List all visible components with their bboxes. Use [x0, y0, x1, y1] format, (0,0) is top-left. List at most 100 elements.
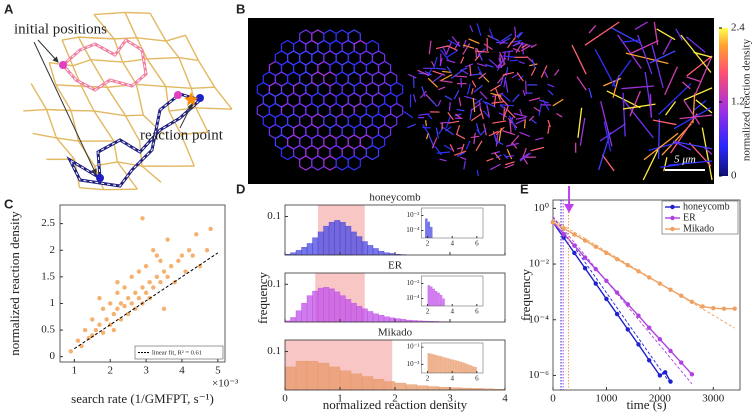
- panel-letter: C: [4, 196, 14, 211]
- er-edge: [543, 69, 549, 79]
- er-edge: [493, 95, 497, 107]
- y-tick-label: 0.1: [267, 345, 281, 357]
- network-edge: [78, 36, 115, 40]
- series-marker: [561, 226, 566, 231]
- er-edge: [421, 86, 426, 97]
- x-tick-label: 4: [502, 393, 508, 405]
- hist-bar: [383, 316, 390, 323]
- series-marker: [657, 373, 663, 378]
- mikado-filament: [670, 113, 698, 154]
- inset-x-tick-label: 4: [450, 375, 454, 383]
- lattice-cell: [384, 113, 398, 129]
- mikado-filament: [693, 99, 707, 111]
- inset-bar: [471, 366, 475, 373]
- hist-bar: [350, 231, 357, 256]
- mikado-filament: [685, 36, 706, 53]
- series-marker: [614, 290, 620, 295]
- y-tick-label: 0.5: [41, 324, 55, 336]
- er-edge: [528, 97, 541, 102]
- inset-bar: [464, 363, 467, 373]
- er-edge: [519, 108, 523, 116]
- hist-bar: [339, 222, 346, 256]
- er-edge: [407, 123, 416, 129]
- er-edge: [412, 94, 417, 103]
- er-edge: [453, 89, 460, 100]
- panel-letter: D: [236, 181, 245, 196]
- arrow-head: [564, 204, 575, 213]
- er-edge: [456, 151, 466, 157]
- mikado-filament: [649, 50, 676, 64]
- er-edge: [488, 59, 500, 69]
- er-edge: [490, 150, 501, 155]
- colorbar: [719, 28, 728, 176]
- er-edge: [517, 31, 524, 39]
- er-edge: [470, 135, 480, 139]
- er-edge: [502, 130, 516, 136]
- colorbar-label: normalized reaction density: [741, 38, 753, 161]
- mikado-filament: [682, 81, 691, 90]
- er-edge: [455, 133, 466, 140]
- hist-bar: [317, 287, 324, 323]
- er-edge: [496, 59, 504, 71]
- inset-bar: [430, 286, 433, 306]
- point: [108, 301, 113, 306]
- inset-bar: [432, 354, 435, 373]
- point: [115, 306, 120, 311]
- network-edge: [70, 110, 80, 142]
- network-edge: [136, 37, 167, 42]
- er-edge: [482, 110, 491, 119]
- network-edge: [106, 86, 127, 117]
- er-edge: [439, 58, 443, 66]
- network-edge: [46, 108, 72, 112]
- er-edge: [469, 64, 472, 76]
- er-edge: [509, 59, 519, 62]
- er-edge: [429, 98, 438, 108]
- fit-line: [552, 216, 671, 385]
- mikado-filament: [576, 76, 587, 91]
- mikado-filament: [668, 160, 713, 166]
- fit-line: [74, 252, 219, 350]
- y-tick-label: 0.1: [267, 278, 281, 290]
- er-edge: [435, 127, 439, 139]
- inset-bar: [437, 292, 440, 306]
- series-marker: [679, 293, 684, 298]
- network-edge: [165, 34, 186, 42]
- hist-bar: [361, 376, 374, 391]
- inset-y-tick-label: 10⁻²: [407, 279, 420, 287]
- y-tick-label: 0.1: [267, 210, 281, 222]
- point: [86, 335, 91, 341]
- er-edge: [507, 37, 516, 49]
- legend-label: Mikado: [683, 223, 714, 234]
- er-edge: [509, 119, 512, 133]
- point: [111, 327, 117, 333]
- network-edge: [55, 84, 82, 87]
- er-edge: [516, 72, 524, 82]
- network-edge: [45, 109, 58, 139]
- network-edge: [93, 14, 115, 40]
- legend-label: honeycomb: [683, 201, 730, 212]
- mikado-filament: [672, 140, 692, 151]
- y-tick-label: 10⁻⁴: [528, 313, 549, 325]
- er-edge: [425, 133, 429, 140]
- hist-bar: [295, 310, 302, 323]
- er-edge: [475, 140, 483, 152]
- mikado-filament: [683, 99, 701, 125]
- point: [176, 258, 181, 264]
- inset-bar: [432, 288, 435, 306]
- point: [158, 279, 163, 285]
- mikado-filament: [680, 34, 712, 73]
- er-edge: [444, 95, 453, 101]
- mikado-filament: [695, 99, 713, 114]
- point: [143, 290, 149, 296]
- er-edge: [507, 109, 516, 119]
- er-edge: [474, 97, 483, 105]
- series-marker: [604, 250, 609, 256]
- mikado-filament: [658, 82, 692, 115]
- hist-bar: [312, 290, 319, 323]
- point: [133, 306, 138, 311]
- er-edge: [447, 112, 454, 121]
- er-edge: [447, 45, 458, 51]
- er-edge: [502, 50, 514, 54]
- point: [90, 317, 95, 322]
